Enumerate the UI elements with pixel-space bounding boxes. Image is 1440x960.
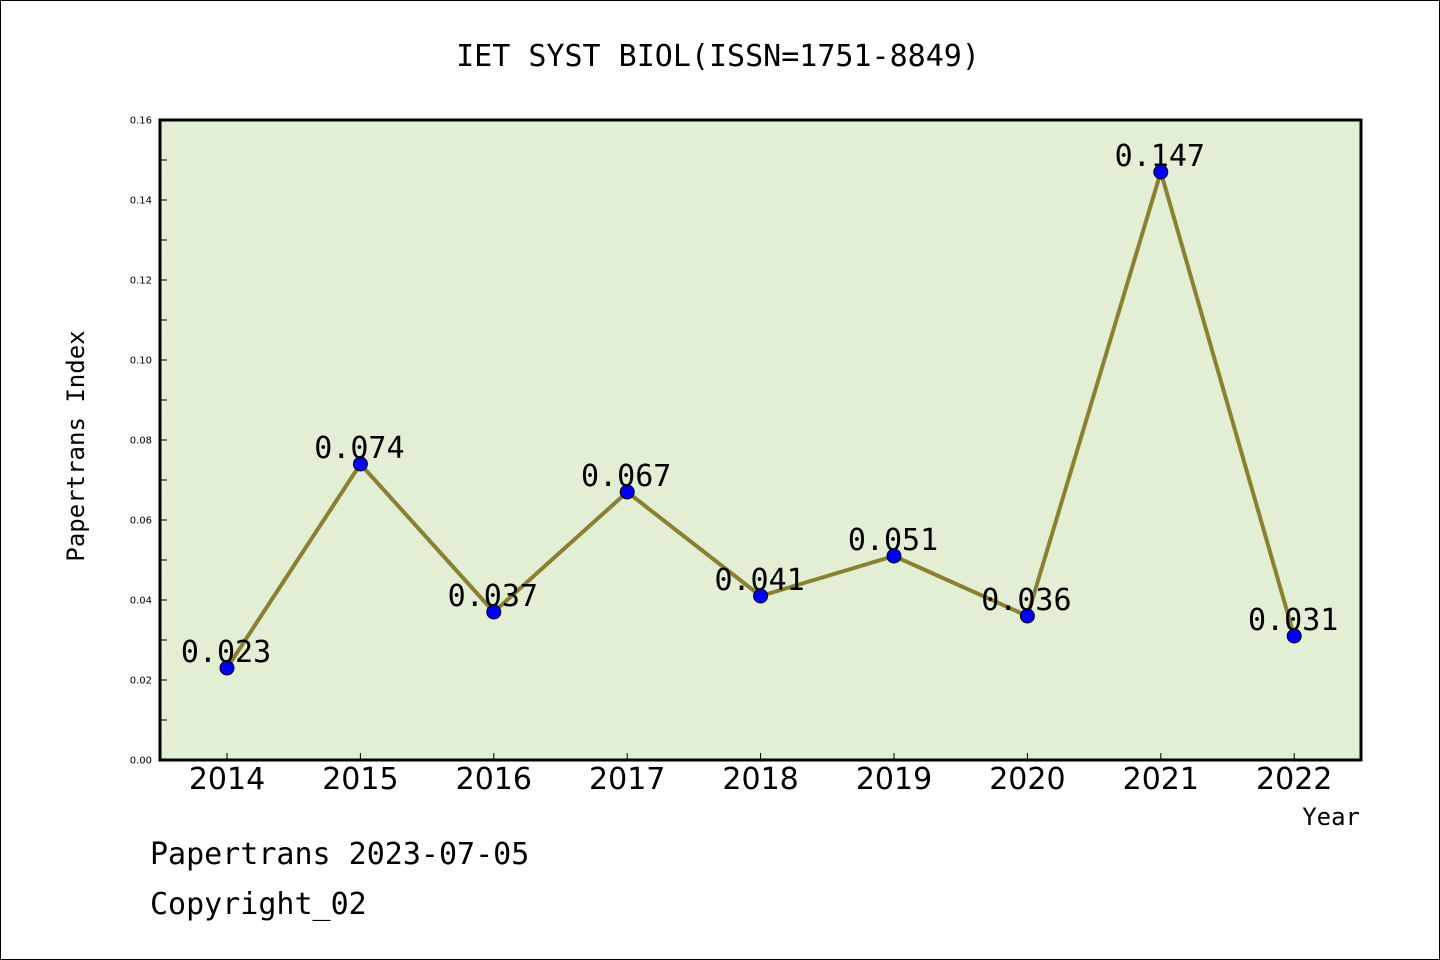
data-point	[886, 548, 902, 564]
data-label: 0.041	[714, 563, 804, 598]
data-point	[352, 456, 368, 472]
data-label: 0.074	[314, 431, 404, 466]
data-point	[219, 660, 235, 676]
data-label: 0.051	[848, 523, 938, 558]
data-point	[1153, 164, 1169, 180]
y-tick-label: 0.08	[130, 436, 152, 447]
plot-area	[158, 118, 1363, 762]
y-axis-ticks: 0.00 0.02 0.04 0.06 0.08 0.10 0.12 0.14 0.16	[130, 116, 167, 767]
data-point	[1019, 608, 1035, 624]
data-label: 0.036	[981, 583, 1071, 618]
x-axis-ticks: 2014 2015 2016 2017 2018 2019 2020 2021 2022	[189, 753, 1332, 797]
x-tick-label: 2019	[856, 762, 932, 797]
data-point	[619, 484, 635, 500]
data-labels: 0.023 0.074 0.037 0.067 0.041 0.051 0.036 0.147…	[181, 139, 1339, 670]
data-label: 0.037	[448, 579, 538, 614]
y-tick-label: 0.04	[130, 596, 152, 607]
y-axis-label: Papertrans Index	[62, 330, 90, 561]
chart-title: IET SYST BIOL(ISSN=1751-8849)	[456, 39, 980, 74]
data-label: 0.147	[1115, 139, 1205, 174]
data-label: 0.023	[181, 635, 271, 670]
x-tick-label: 2021	[1123, 762, 1199, 797]
data-point	[1286, 628, 1302, 644]
y-tick-label: 0.06	[130, 516, 152, 527]
x-tick-label: 2017	[589, 762, 665, 797]
x-tick-label: 2020	[989, 762, 1065, 797]
data-point	[486, 604, 502, 620]
y-tick-label: 0.14	[130, 196, 152, 207]
y-tick-label: 0.00	[130, 756, 152, 767]
data-label: 0.031	[1248, 603, 1338, 638]
y-tick-label: 0.16	[130, 116, 152, 127]
x-tick-label: 2015	[322, 762, 398, 797]
x-axis-label: Year	[1302, 803, 1360, 831]
x-tick-label: 2016	[456, 762, 532, 797]
x-tick-label: 2018	[722, 762, 798, 797]
data-point	[753, 588, 769, 604]
y-tick-label: 0.12	[130, 276, 152, 287]
y-tick-label: 0.10	[130, 356, 152, 367]
data-label: 0.067	[581, 459, 671, 494]
x-tick-label: 2014	[189, 762, 265, 797]
footer-date: Papertrans 2023-07-05	[150, 837, 529, 872]
series-line	[219, 164, 1302, 676]
y-tick-label: 0.02	[130, 676, 152, 687]
x-tick-label: 2022	[1256, 762, 1332, 797]
footer-copyright: Copyright_02	[150, 887, 367, 922]
